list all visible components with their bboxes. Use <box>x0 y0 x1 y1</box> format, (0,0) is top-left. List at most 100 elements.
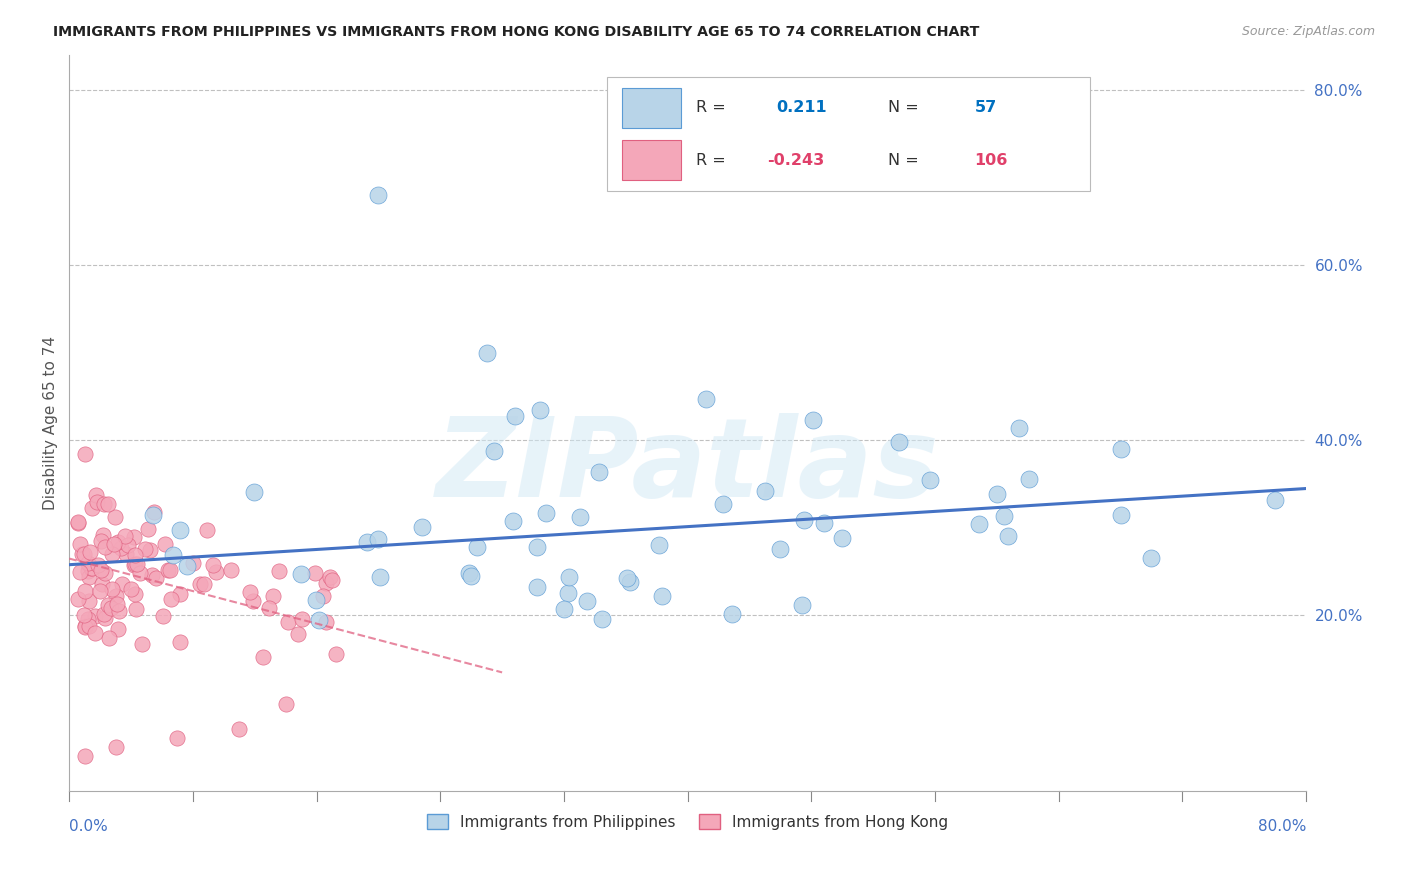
Point <box>315 615 337 629</box>
Point <box>526 580 548 594</box>
Point <box>291 612 314 626</box>
Point <box>80 561 103 575</box>
Point <box>502 514 524 528</box>
Point <box>91 528 114 542</box>
Point <box>190 576 212 591</box>
Point <box>110 541 132 556</box>
Point <box>77 556 100 570</box>
Point <box>166 731 188 745</box>
Point <box>107 535 129 549</box>
Point <box>77 619 100 633</box>
Point <box>89 584 111 599</box>
Point <box>553 602 575 616</box>
Text: 106: 106 <box>974 153 1008 168</box>
Point <box>221 563 243 577</box>
Point <box>711 497 734 511</box>
Point <box>93 497 115 511</box>
Point <box>80 561 103 575</box>
Point <box>94 540 117 554</box>
Point <box>304 566 326 581</box>
Point <box>82 501 104 516</box>
Point <box>77 569 100 583</box>
Bar <box>621 140 682 180</box>
Point <box>84 626 107 640</box>
Point <box>70 547 93 561</box>
Point <box>73 446 96 460</box>
Point <box>986 487 1008 501</box>
Point <box>312 589 335 603</box>
Point <box>205 565 228 579</box>
Point <box>588 465 610 479</box>
Point <box>72 547 94 561</box>
Text: 80.0%: 80.0% <box>1258 819 1306 834</box>
Point <box>558 569 581 583</box>
Point <box>152 609 174 624</box>
Point <box>108 604 131 618</box>
Point <box>321 573 343 587</box>
Point <box>262 589 284 603</box>
Point <box>720 607 742 621</box>
Point <box>616 571 638 585</box>
Point <box>368 570 391 584</box>
Point <box>619 574 641 589</box>
Y-axis label: Disability Age 65 to 74: Disability Age 65 to 74 <box>44 336 58 510</box>
Point <box>308 613 330 627</box>
Text: R =: R = <box>696 153 725 168</box>
Point <box>257 601 280 615</box>
Point <box>87 558 110 573</box>
Point <box>754 484 776 499</box>
Point <box>93 566 115 581</box>
Point <box>160 592 183 607</box>
Point <box>131 637 153 651</box>
Point <box>124 557 146 571</box>
Point <box>84 609 107 624</box>
Point <box>651 589 673 603</box>
Point <box>695 392 717 407</box>
Point <box>305 593 328 607</box>
Point <box>793 513 815 527</box>
Point <box>287 627 309 641</box>
FancyBboxPatch shape <box>607 78 1090 191</box>
Point <box>145 571 167 585</box>
Point <box>277 615 299 630</box>
Point <box>169 523 191 537</box>
Point <box>1109 442 1132 457</box>
Point <box>67 516 90 530</box>
Point <box>202 558 225 572</box>
Point <box>195 523 218 537</box>
Point <box>91 576 114 591</box>
Point <box>104 509 127 524</box>
Point <box>86 488 108 502</box>
Point <box>918 473 941 487</box>
Point <box>367 532 389 546</box>
Point <box>104 739 127 754</box>
Point <box>107 622 129 636</box>
Point <box>97 497 120 511</box>
Point <box>122 558 145 573</box>
Text: IMMIGRANTS FROM PHILIPPINES VS IMMIGRANTS FROM HONG KONG DISABILITY AGE 65 TO 74: IMMIGRANTS FROM PHILIPPINES VS IMMIGRANT… <box>53 25 980 39</box>
Point <box>100 547 122 561</box>
Point <box>104 589 127 603</box>
Point <box>1109 508 1132 522</box>
Point <box>465 541 488 555</box>
Point <box>193 577 215 591</box>
Text: -0.243: -0.243 <box>766 153 824 168</box>
Point <box>75 619 97 633</box>
Point <box>769 542 792 557</box>
Point <box>90 563 112 577</box>
Text: N =: N = <box>889 101 918 115</box>
Point <box>1018 472 1040 486</box>
Point <box>67 592 90 607</box>
Text: Source: ZipAtlas.com: Source: ZipAtlas.com <box>1241 25 1375 38</box>
Point <box>157 563 180 577</box>
Point <box>103 537 125 551</box>
Point <box>290 567 312 582</box>
Point <box>1264 493 1286 508</box>
Point <box>76 565 98 579</box>
Point <box>122 530 145 544</box>
Point <box>86 495 108 509</box>
Point <box>267 564 290 578</box>
Point <box>575 594 598 608</box>
Point <box>90 533 112 548</box>
Point <box>228 723 250 737</box>
